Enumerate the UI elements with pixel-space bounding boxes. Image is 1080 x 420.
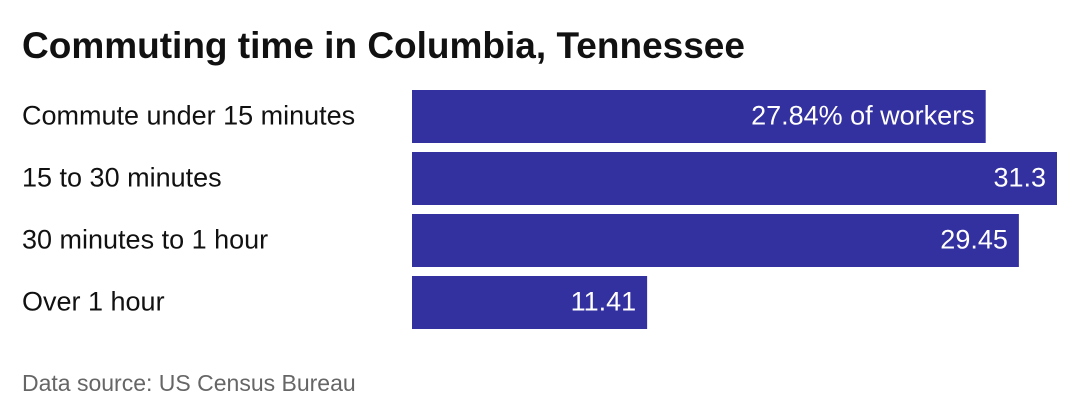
bar — [412, 214, 1019, 267]
bar — [412, 90, 986, 143]
bar — [412, 276, 648, 329]
value-label: 11.41 — [571, 287, 637, 317]
bar — [412, 152, 1057, 205]
category-label: Over 1 hour — [22, 287, 165, 317]
value-label: 31.3 — [993, 163, 1046, 193]
source-note: Data source: US Census Bureau — [22, 370, 356, 396]
category-label: 30 minutes to 1 hour — [22, 225, 268, 255]
chart-title: Commuting time in Columbia, Tennessee — [22, 25, 745, 66]
value-label: 29.45 — [940, 225, 1008, 255]
category-label: 15 to 30 minutes — [22, 163, 222, 193]
category-label: Commute under 15 minutes — [22, 101, 355, 131]
value-label: 27.84% of workers — [751, 101, 975, 131]
